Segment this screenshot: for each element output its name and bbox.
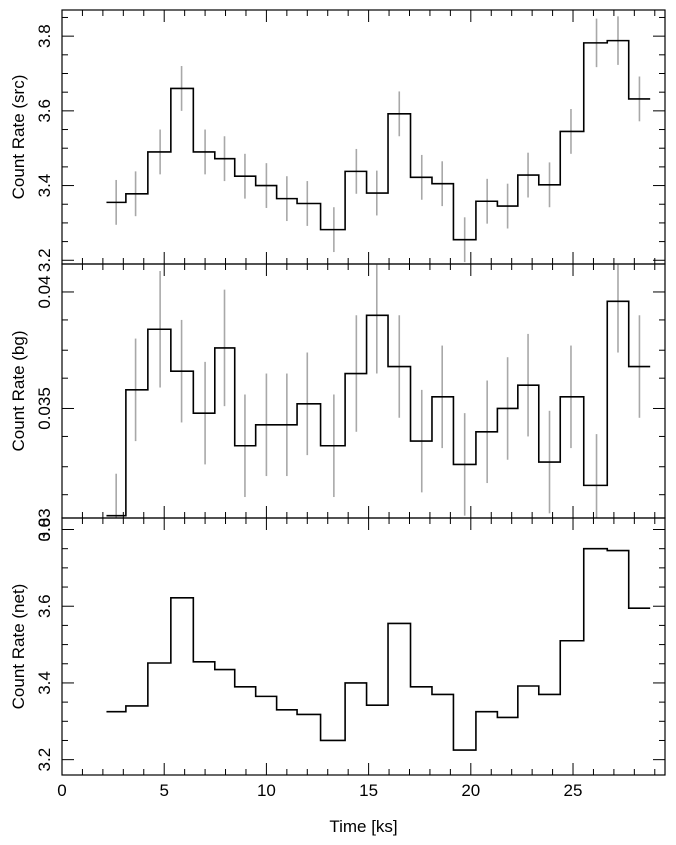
step-line	[106, 300, 651, 517]
step-line	[106, 547, 651, 751]
y-axis-label: Count Rate (net)	[9, 584, 28, 710]
panel-2: 0.03 0.035 0.04 Count Rate (bg)	[9, 263, 666, 542]
panel-frame	[61, 263, 666, 519]
panel-3: 3.2 3.4 3.6 3.8 Count Rate (net) 0 5 10 15 20 25 Ti…	[9, 517, 666, 836]
y-tick-label: 3.4	[35, 174, 54, 198]
y-axis-label: Count Rate (src)	[9, 75, 28, 200]
x-tick-label: 25	[564, 781, 583, 800]
y-tick-label: 3.6	[35, 99, 54, 123]
x-axis-label: Time [ks]	[329, 817, 397, 836]
x-tick-label: 5	[159, 781, 168, 800]
panel-frame	[61, 9, 666, 265]
step-line	[106, 39, 651, 241]
x-tick-label: 0	[57, 781, 66, 800]
panel-frame	[61, 517, 666, 776]
y-tick-label: 3.2	[35, 248, 54, 272]
y-tick-label: 0.04	[35, 275, 54, 308]
y-tick-label: 3.8	[35, 518, 54, 542]
x-tick-label: 20	[461, 781, 480, 800]
y-tick-label: 0.035	[35, 387, 54, 430]
y-axis-label: Count Rate (bg)	[9, 331, 28, 452]
x-tick-label: 10	[257, 781, 276, 800]
y-tick-label: 0.03	[35, 508, 54, 541]
panel-1: 3.2 3.4 3.6 3.8 Count Rate (src)	[9, 9, 666, 272]
y-tick-label: 3.8	[35, 24, 54, 48]
x-tick-label: 15	[359, 781, 378, 800]
y-tick-label: 3.6	[35, 594, 54, 618]
y-tick-label: 3.4	[35, 671, 54, 695]
y-tick-label: 3.2	[35, 748, 54, 772]
